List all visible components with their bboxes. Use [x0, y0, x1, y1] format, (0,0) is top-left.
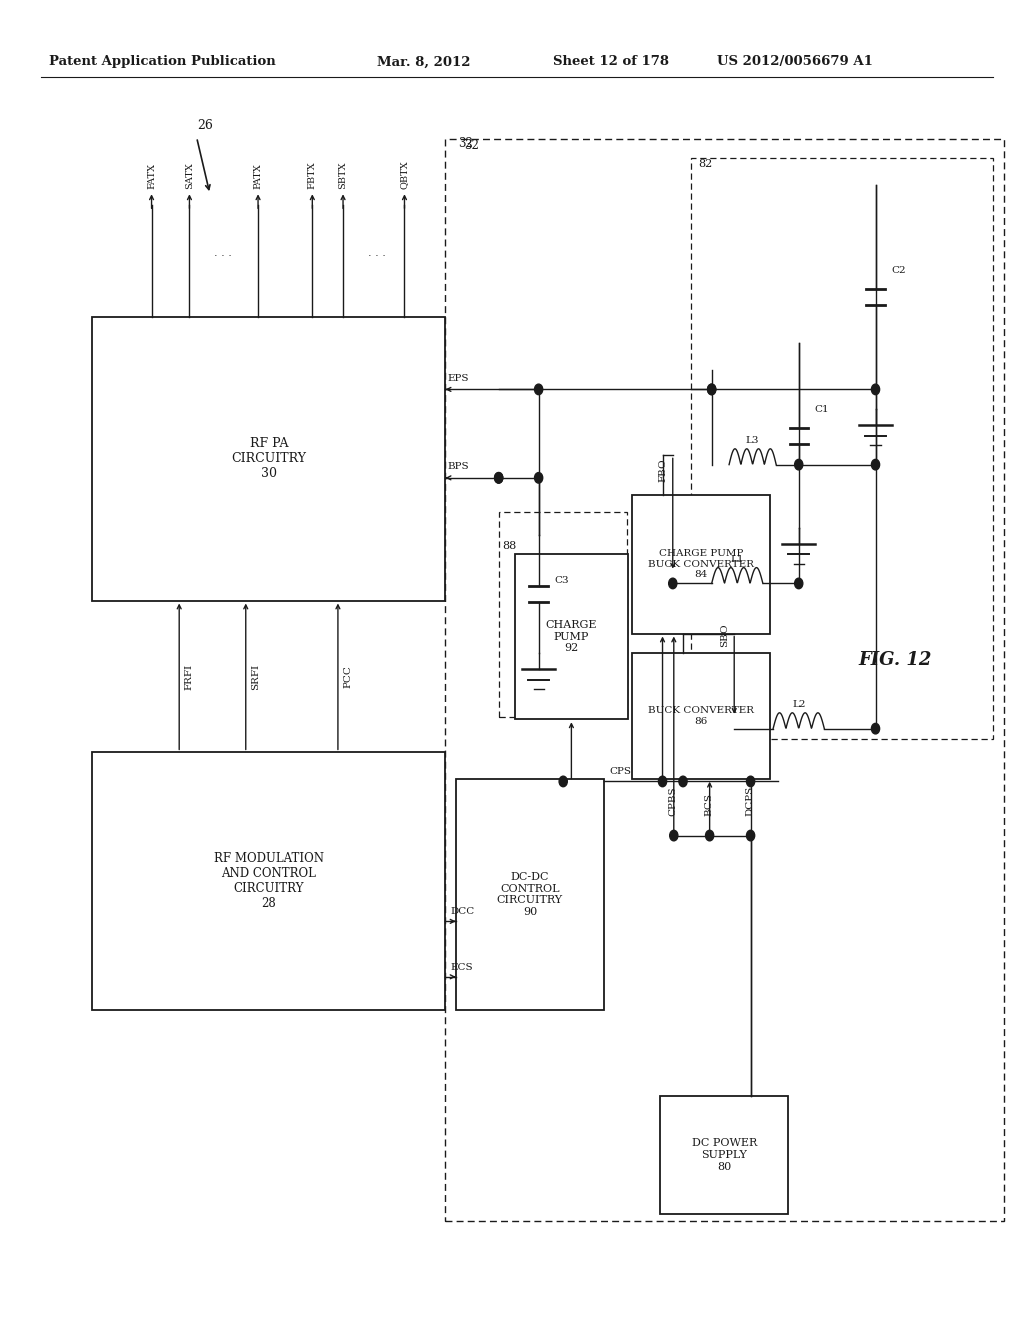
Text: C1: C1	[814, 405, 828, 413]
Circle shape	[708, 384, 716, 395]
Circle shape	[670, 830, 678, 841]
Bar	[456, 779, 604, 1010]
Circle shape	[495, 473, 503, 483]
Text: CHARGE
PUMP
92: CHARGE PUMP 92	[546, 620, 597, 653]
Circle shape	[795, 459, 803, 470]
Circle shape	[559, 776, 567, 787]
Bar	[515, 554, 628, 719]
Bar	[691, 158, 993, 739]
Circle shape	[669, 578, 677, 589]
Bar	[445, 139, 1004, 1221]
Circle shape	[871, 384, 880, 395]
Bar	[632, 653, 770, 779]
Text: QBTX: QBTX	[400, 160, 409, 189]
Text: C3: C3	[554, 577, 568, 585]
Text: PCC: PCC	[343, 665, 352, 688]
Text: Sheet 12 of 178: Sheet 12 of 178	[553, 55, 669, 69]
Text: 32: 32	[464, 139, 479, 152]
Text: FBTX: FBTX	[308, 161, 316, 189]
Text: C2: C2	[891, 267, 905, 275]
Text: ECS: ECS	[451, 962, 473, 972]
Text: . . .: . . .	[368, 248, 386, 259]
Text: 32: 32	[458, 137, 473, 150]
Circle shape	[795, 578, 803, 589]
Circle shape	[708, 384, 716, 395]
Circle shape	[535, 384, 543, 395]
Text: CPS: CPS	[609, 767, 631, 776]
Text: SATX: SATX	[185, 162, 194, 189]
Text: FRFI: FRFI	[184, 664, 194, 689]
Text: BUCK CONVERTER
86: BUCK CONVERTER 86	[648, 706, 754, 726]
Text: 82: 82	[698, 158, 713, 169]
Text: BCS: BCS	[705, 793, 714, 816]
Text: . . .: . . .	[214, 248, 232, 259]
Text: SRFI: SRFI	[251, 664, 260, 689]
Bar	[499, 512, 627, 717]
Text: BPS: BPS	[447, 462, 469, 471]
Circle shape	[535, 473, 543, 483]
Text: US 2012/0056679 A1: US 2012/0056679 A1	[717, 55, 872, 69]
Text: 88: 88	[502, 541, 516, 552]
Text: SBTX: SBTX	[339, 161, 347, 189]
Circle shape	[679, 776, 687, 787]
Text: L1: L1	[730, 554, 744, 564]
Text: RF PA
CIRCUITRY
30: RF PA CIRCUITRY 30	[231, 437, 306, 480]
Bar	[92, 752, 445, 1010]
Text: FIG. 12: FIG. 12	[858, 651, 932, 669]
Circle shape	[706, 830, 714, 841]
Text: L3: L3	[745, 436, 760, 445]
Circle shape	[871, 723, 880, 734]
Text: CPBS: CPBS	[669, 787, 678, 816]
Circle shape	[746, 776, 755, 787]
Text: FBO: FBO	[658, 458, 668, 482]
Text: DCC: DCC	[451, 907, 475, 916]
Text: SBO: SBO	[720, 623, 729, 647]
Circle shape	[658, 776, 667, 787]
Text: CHARGE PUMP
BUCK CONVERTER
84: CHARGE PUMP BUCK CONVERTER 84	[648, 549, 754, 579]
Bar	[660, 1096, 788, 1214]
Circle shape	[495, 473, 503, 483]
Bar	[92, 317, 445, 601]
Text: DC POWER
SUPPLY
80: DC POWER SUPPLY 80	[692, 1138, 757, 1172]
Text: L2: L2	[792, 700, 806, 709]
Bar	[632, 495, 770, 634]
Text: Patent Application Publication: Patent Application Publication	[49, 55, 275, 69]
Text: 26: 26	[198, 119, 214, 132]
Text: FATX: FATX	[147, 162, 156, 189]
Text: DC-DC
CONTROL
CIRCUITRY
90: DC-DC CONTROL CIRCUITRY 90	[497, 873, 563, 916]
Circle shape	[871, 459, 880, 470]
Text: EPS: EPS	[447, 374, 469, 383]
Text: Mar. 8, 2012: Mar. 8, 2012	[377, 55, 470, 69]
Text: PATX: PATX	[254, 162, 262, 189]
Text: RF MODULATION
AND CONTROL
CIRCUITRY
28: RF MODULATION AND CONTROL CIRCUITRY 28	[214, 853, 324, 909]
Circle shape	[746, 830, 755, 841]
Text: DCPS: DCPS	[745, 785, 755, 816]
